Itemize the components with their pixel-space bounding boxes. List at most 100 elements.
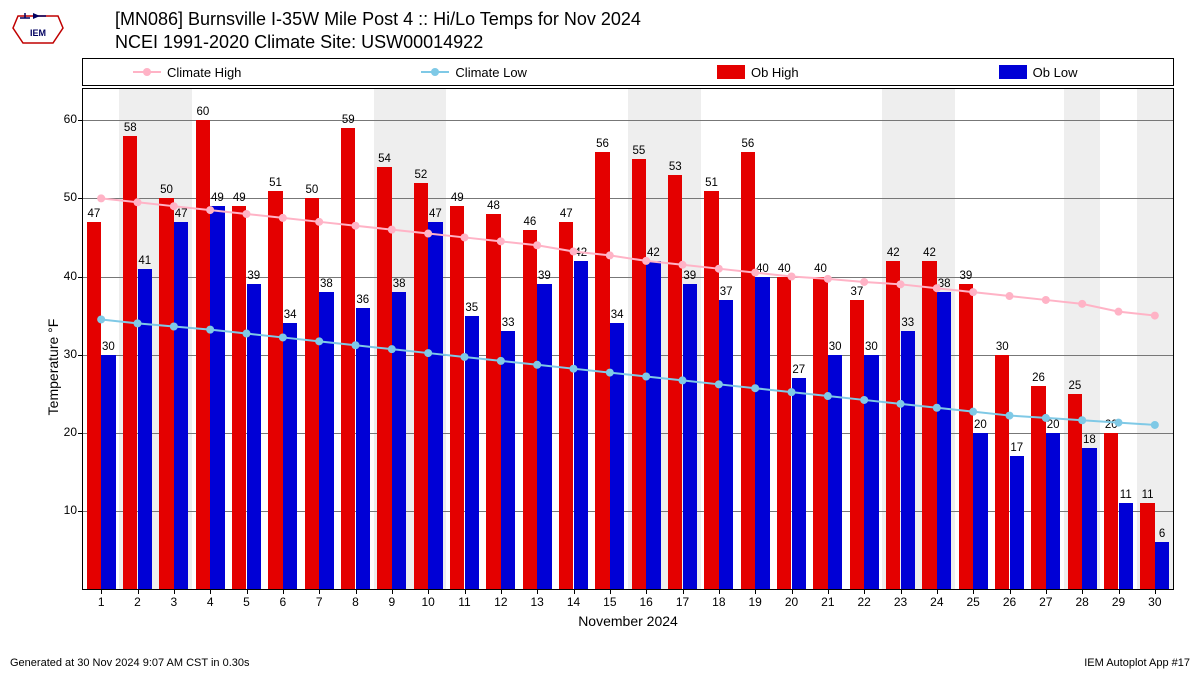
ob-high-bar [922, 261, 937, 589]
x-tickmark [973, 589, 974, 594]
ob-high-bar [486, 214, 501, 589]
ob-low-bar [574, 261, 589, 589]
iem-logo: IEM [8, 8, 68, 48]
ob-high-bar [813, 277, 828, 590]
legend-ob-low-label: Ob Low [1033, 65, 1078, 80]
ob-low-bar [901, 331, 916, 589]
footer-app: IEM Autoplot App #17 [1084, 657, 1190, 669]
ob-low-bar-label: 35 [465, 302, 478, 314]
ob-low-bar [537, 284, 552, 589]
ob-high-bar-label: 51 [705, 177, 718, 189]
ob-high-bar-label: 11 [1142, 489, 1154, 501]
ob-high-bar-label: 50 [160, 184, 173, 196]
ob-high-bar-label: 60 [196, 106, 209, 118]
x-tick-label: 9 [388, 595, 395, 609]
ob-low-bar-label: 47 [175, 208, 188, 220]
y-tickmark [78, 433, 83, 434]
ob-high-bar-label: 51 [269, 177, 282, 189]
ob-high-bar-label: 56 [596, 138, 609, 150]
ob-low-bar-label: 20 [1047, 419, 1060, 431]
ob-low-bar [683, 284, 698, 589]
gridline [83, 198, 1173, 199]
ob-low-bar [247, 284, 262, 589]
x-tick-label: 13 [530, 595, 543, 609]
title-line1: [MN086] Burnsville I-35W Mile Post 4 :: … [115, 8, 641, 31]
ob-high-bar-label: 37 [850, 286, 863, 298]
ob-high-bar-label: 49 [451, 192, 464, 204]
ob-high-bar-label: 39 [959, 270, 972, 282]
ob-low-bar [356, 308, 371, 589]
ob-low-bar-label: 38 [393, 278, 406, 290]
ob-high-bar [959, 284, 974, 589]
ob-low-bar [174, 222, 189, 589]
ob-high-bar-label: 52 [414, 169, 427, 181]
y-tickmark [78, 198, 83, 199]
x-tickmark [101, 589, 102, 594]
ob-high-bar-label: 20 [1105, 419, 1118, 431]
x-tickmark [319, 589, 320, 594]
x-tick-label: 21 [821, 595, 834, 609]
ob-low-bar-label: 39 [247, 270, 260, 282]
ob-low-bar [1046, 433, 1061, 589]
x-tick-label: 20 [785, 595, 798, 609]
x-tick-label: 1 [98, 595, 105, 609]
climate-high-line-marker [1006, 292, 1014, 300]
x-tick-label: 17 [676, 595, 689, 609]
x-tickmark [1082, 589, 1083, 594]
ob-high-bar-label: 40 [778, 263, 791, 275]
ob-low-bar [1119, 503, 1134, 589]
ob-high-bar-label: 50 [305, 184, 318, 196]
ob-low-bar [501, 331, 516, 589]
legend-climate-low: Climate Low [421, 65, 527, 80]
ob-low-bar-label: 38 [320, 278, 333, 290]
ob-low-bar [1155, 542, 1170, 589]
ob-low-bar-label: 42 [574, 247, 587, 259]
x-tickmark [247, 589, 248, 594]
ob-low-bar-label: 17 [1010, 442, 1023, 454]
x-tickmark [574, 589, 575, 594]
ob-low-bar [792, 378, 807, 589]
ob-high-bar [741, 152, 756, 590]
ob-high-bar [450, 206, 465, 589]
ob-high-bar [595, 152, 610, 590]
ob-high-bar [850, 300, 865, 589]
x-tickmark [1010, 589, 1011, 594]
ob-low-bar [138, 269, 153, 589]
ob-high-bar [341, 128, 356, 589]
ob-high-bar [87, 222, 102, 589]
ob-low-bar-label: 34 [284, 309, 297, 321]
x-tick-label: 15 [603, 595, 616, 609]
x-tick-label: 14 [567, 595, 580, 609]
x-tickmark [465, 589, 466, 594]
ob-low-bar-label: 34 [611, 309, 624, 321]
y-tick-label: 30 [64, 347, 77, 361]
x-tick-label: 26 [1003, 595, 1016, 609]
x-axis-label: November 2024 [83, 613, 1173, 629]
x-tick-label: 23 [894, 595, 907, 609]
ob-low-bar [755, 277, 770, 590]
ob-high-bar-label: 54 [378, 153, 391, 165]
ob-low-bar [828, 355, 843, 589]
ob-high-bar-label: 46 [523, 216, 536, 228]
ob-low-bar-label: 27 [792, 364, 805, 376]
ob-high-bar [1140, 503, 1155, 589]
ob-high-bar-label: 40 [814, 263, 827, 275]
ob-low-bar [719, 300, 734, 589]
y-tick-label: 60 [64, 112, 77, 126]
ob-low-bar-label: 41 [138, 255, 151, 267]
ob-low-bar [210, 206, 225, 589]
ob-low-bar [610, 323, 625, 589]
x-tickmark [210, 589, 211, 594]
x-tick-label: 8 [352, 595, 359, 609]
x-tickmark [610, 589, 611, 594]
ob-low-bar-label: 30 [865, 341, 878, 353]
x-tickmark [283, 589, 284, 594]
footer-generated: Generated at 30 Nov 2024 9:07 AM CST in … [10, 657, 250, 669]
ob-high-bar [414, 183, 429, 589]
x-tick-label: 3 [170, 595, 177, 609]
ob-high-bar-label: 53 [669, 161, 682, 173]
ob-high-bar-label: 26 [1032, 372, 1045, 384]
legend-ob-low: Ob Low [999, 65, 1078, 80]
x-tick-label: 27 [1039, 595, 1052, 609]
y-tickmark [78, 355, 83, 356]
